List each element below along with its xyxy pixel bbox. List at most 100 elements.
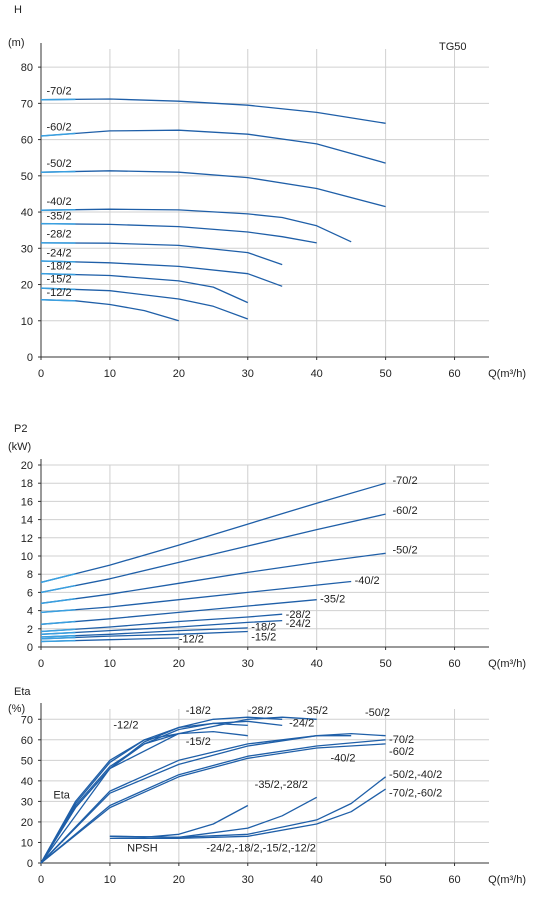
power-xtick-label: 20 — [173, 658, 185, 670]
head-series-start — [41, 133, 75, 136]
head-ytick-label: 50 — [21, 171, 33, 183]
power-series-line — [41, 514, 386, 592]
head-series-line — [41, 288, 248, 319]
efficiency-curve-label: -24/2,-18/2,-15/2,-12/2 — [206, 843, 315, 855]
power-ytick-label: 16 — [21, 496, 33, 508]
head-ytick-label: 0 — [27, 352, 33, 364]
head-xtick-label: 10 — [104, 368, 116, 380]
power-yunit: (kW) — [8, 441, 31, 453]
head-ylabel: H — [14, 4, 22, 16]
efficiency-xtick-label: 10 — [104, 874, 116, 886]
efficiency-xtick-label: 60 — [448, 874, 460, 886]
efficiency-curve-label: NPSH — [127, 843, 158, 855]
power-ytick-label: 12 — [21, 533, 33, 545]
power-ytick-label: 2 — [27, 624, 33, 636]
power-series-start — [41, 574, 75, 583]
efficiency-ytick-label: 30 — [21, 796, 33, 808]
efficiency-curve-label: -24/2 — [289, 717, 314, 729]
power-xtick-label: 40 — [311, 658, 323, 670]
head-ytick-label: 60 — [21, 135, 33, 147]
head-ytick-label: 10 — [21, 316, 33, 328]
head-curve-label: -28/2 — [47, 228, 72, 240]
efficiency-series-line — [110, 797, 317, 837]
power-xtick-label: 60 — [448, 658, 460, 670]
power-ytick-label: 20 — [21, 460, 33, 472]
efficiency-ylabel: Eta — [14, 686, 31, 698]
head-xtick-label: 0 — [38, 368, 44, 380]
power-ytick-label: 8 — [27, 569, 33, 581]
power-series-start — [41, 637, 75, 638]
efficiency-curve-label: Eta — [53, 789, 70, 801]
power-series-start — [41, 632, 75, 634]
head-curve-label: -15/2 — [47, 274, 72, 286]
power-curve-label: -12/2 — [179, 633, 204, 645]
head-xtick-label: 40 — [311, 368, 323, 380]
power-curve-label: -50/2 — [393, 544, 418, 556]
head-curve-label: -70/2 — [47, 85, 72, 97]
head-ytick-label: 40 — [21, 207, 33, 219]
power-curve-label: -40/2 — [355, 575, 380, 587]
head-curve-label: -18/2 — [47, 260, 72, 272]
head-xtick-label: 20 — [173, 368, 185, 380]
efficiency-curve-label: -60/2 — [389, 746, 414, 758]
power-ytick-label: 14 — [21, 515, 33, 527]
efficiency-curve-label: -28/2 — [248, 705, 273, 717]
power-curve-label: -24/2 — [286, 618, 311, 630]
head-xtick-label: 50 — [379, 368, 391, 380]
head-yunit: (m) — [8, 37, 25, 49]
efficiency-curve-label: -35/2 — [303, 705, 328, 717]
power-xtick-label: 10 — [104, 658, 116, 670]
efficiency-curve-label: -40/2 — [330, 752, 355, 764]
efficiency-curve-label: -50/2,-40/2 — [389, 769, 442, 781]
efficiency-curve-label: -35/2,-28/2 — [255, 779, 308, 791]
efficiency-yunit: (%) — [8, 703, 25, 715]
power-series-start — [41, 622, 75, 625]
head-series-line — [41, 261, 282, 286]
efficiency-ytick-label: 10 — [21, 837, 33, 849]
power-xtick-label: 30 — [242, 658, 254, 670]
efficiency-xlabel: Q(m³/h) — [488, 874, 526, 886]
efficiency-xtick-label: 40 — [311, 874, 323, 886]
efficiency-xtick-label: 20 — [173, 874, 185, 886]
head-xtick-label: 30 — [242, 368, 254, 380]
power-series-start — [41, 629, 75, 631]
power-ylabel: P2 — [14, 423, 27, 435]
efficiency-ytick-label: 40 — [21, 776, 33, 788]
head-curve-label: -50/2 — [47, 158, 72, 170]
head-curve-label: -12/2 — [47, 287, 72, 299]
head-ytick-label: 30 — [21, 243, 33, 255]
power-xtick-label: 50 — [379, 658, 391, 670]
power-curve-label: -15/2 — [251, 632, 276, 644]
head-xlabel: Q(m³/h) — [488, 368, 526, 380]
head-series-line — [41, 99, 386, 123]
power-curve-label: -60/2 — [393, 505, 418, 517]
power-series-start — [41, 636, 75, 637]
efficiency-curve-label: -12/2 — [113, 720, 138, 732]
power-ytick-label: 4 — [27, 606, 33, 618]
efficiency-ytick-label: 60 — [21, 735, 33, 747]
efficiency-ytick-label: 20 — [21, 817, 33, 829]
power-ytick-label: 18 — [21, 478, 33, 490]
power-xtick-label: 0 — [38, 658, 44, 670]
head-curve-label: -35/2 — [47, 210, 72, 222]
power-series-line — [41, 483, 386, 582]
efficiency-ytick-label: 0 — [27, 858, 33, 870]
head-curve-label: -60/2 — [47, 122, 72, 134]
head-series-line — [41, 209, 351, 242]
efficiency-xtick-label: 30 — [242, 874, 254, 886]
efficiency-curve-label: -50/2 — [365, 707, 390, 719]
power-curve-label: -35/2 — [320, 593, 345, 605]
efficiency-xtick-label: 50 — [379, 874, 391, 886]
power-curve-label: -70/2 — [393, 475, 418, 487]
power-ytick-label: 10 — [21, 551, 33, 563]
power-xlabel: Q(m³/h) — [488, 658, 526, 670]
efficiency-curve-label: -70/2,-60/2 — [389, 787, 442, 799]
efficiency-xtick-label: 0 — [38, 874, 44, 886]
head-series-line — [41, 274, 248, 303]
efficiency-curve-label: -15/2 — [186, 736, 211, 748]
efficiency-curve-label: -18/2 — [186, 705, 211, 717]
power-ytick-label: 6 — [27, 587, 33, 599]
